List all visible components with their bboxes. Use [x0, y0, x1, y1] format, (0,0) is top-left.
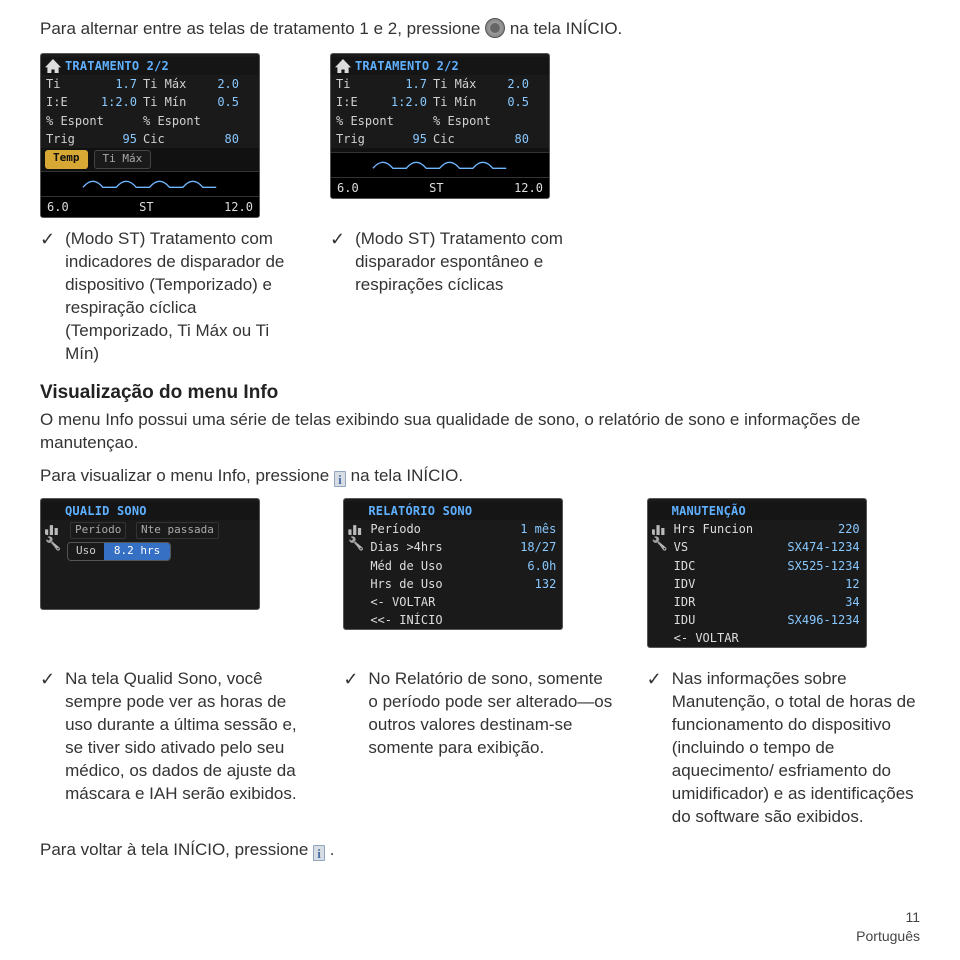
footer-val: ST — [139, 199, 153, 215]
intro-pre: Para alternar entre as telas de tratamen… — [40, 19, 485, 38]
treatment-captions: ✓ (Modo ST) Tratamento com indicadores d… — [40, 228, 920, 366]
device-row: <- VOLTAR — [344, 593, 562, 611]
manut-col: MANUTENÇÃO Hrs Funcion220VSSX474-1234IDC… — [647, 498, 920, 659]
device-row: I:E1:2.0Ti Mín0.5 — [331, 93, 549, 111]
device-row: Período1 mês — [344, 520, 562, 538]
caption-text: Nas informações sobre Manutenção, o tota… — [672, 668, 920, 829]
uso-row: Uso 8.2 hrs — [67, 542, 171, 561]
device-row: % Espont% Espont — [331, 112, 549, 130]
device-title: TRATAMENTO 2/2 — [65, 58, 169, 74]
info-icon: i — [313, 845, 325, 861]
caption-manut: ✓ Nas informações sobre Manutenção, o to… — [647, 668, 920, 829]
device-screen-right: TRATAMENTO 2/2 Ti1.7Ti Máx2.0I:E1:2.0Ti … — [330, 53, 550, 199]
device-row: Méd de Uso6.0h — [344, 557, 562, 575]
info-heading: Visualização do menu Info — [40, 380, 920, 406]
device-title: TRATAMENTO 2/2 — [355, 58, 459, 74]
device-row: IDUSX496-1234 — [648, 611, 866, 629]
check-icon: ✓ — [343, 670, 358, 690]
footer-val: 12.0 — [514, 180, 543, 196]
qualid-tabs: Período Nte passada — [41, 520, 259, 539]
device-row: Trig95Cic80 — [41, 130, 259, 148]
language-label: Português — [856, 928, 920, 944]
treat-right-col: TRATAMENTO 2/2 Ti1.7Ti Máx2.0I:E1:2.0Ti … — [330, 53, 590, 228]
device-qualid: QUALID SONO Período Nte passada Uso 8.2 … — [40, 498, 260, 610]
device-row: IDCSX525-1234 — [648, 557, 866, 575]
caption-text: (Modo ST) Tratamento com disparador espo… — [355, 228, 590, 297]
device-row: Ti1.7Ti Máx2.0 — [331, 75, 549, 93]
check-icon: ✓ — [647, 670, 662, 690]
caption-left: ✓ (Modo ST) Tratamento com indicadores d… — [40, 228, 300, 366]
device-row: Ti1.7Ti Máx2.0 — [41, 75, 259, 93]
tab: Período — [70, 522, 126, 539]
info-paragraph: O menu Info possui uma série de telas ex… — [40, 409, 920, 455]
device-manut: MANUTENÇÃO Hrs Funcion220VSSX474-1234IDC… — [647, 498, 867, 649]
back-pre: Para voltar à tela INÍCIO, pressione — [40, 840, 313, 859]
view-pre: Para visualizar o menu Info, pressione — [40, 466, 334, 485]
stats-icon — [348, 521, 364, 535]
device-row: Hrs Funcion220 — [648, 520, 866, 538]
treatment-screens-row: TRATAMENTO 2/2 Ti1.7Ti Máx2.0I:E1:2.0Ti … — [40, 53, 920, 228]
view-post: na tela INÍCIO. — [351, 466, 463, 485]
uso-value: 8.2 hrs — [104, 543, 170, 560]
info-view-line: Para visualizar o menu Info, pressione i… — [40, 465, 920, 488]
tab: Nte passada — [136, 522, 219, 539]
footer-val: ST — [429, 180, 443, 196]
wrench-icon — [348, 538, 364, 552]
device-row: IDV12 — [648, 575, 866, 593]
device-row: IDR34 — [648, 593, 866, 611]
device-row: Hrs de Uso132 — [344, 575, 562, 593]
back-line: Para voltar à tela INÍCIO, pressione i . — [40, 839, 920, 862]
device-footer: 6.0 ST 12.0 — [41, 197, 259, 217]
footer-val: 6.0 — [337, 180, 359, 196]
caption-relat: ✓ No Relatório de sono, somente o períod… — [343, 668, 616, 829]
caption-text: No Relatório de sono, somente o período … — [368, 668, 616, 760]
dial-icon — [485, 18, 505, 38]
footer-val: 12.0 — [224, 199, 253, 215]
device-row: Trig95Cic80 — [331, 130, 549, 148]
waveform — [41, 171, 259, 197]
footer-val: 6.0 — [47, 199, 69, 215]
intro-sentence: Para alternar entre as telas de tratamen… — [40, 18, 920, 41]
info-screens-row: QUALID SONO Período Nte passada Uso 8.2 … — [40, 498, 920, 659]
device-row: VSSX474-1234 — [648, 538, 866, 556]
info-captions: ✓ Na tela Qualid Sono, você sempre pode … — [40, 668, 920, 829]
wrench-icon — [45, 538, 61, 552]
device-title: RELATÓRIO SONO — [368, 503, 472, 519]
back-post: . — [330, 840, 335, 859]
caption-text: Na tela Qualid Sono, você sempre pode ve… — [65, 668, 313, 806]
caption-qualid: ✓ Na tela Qualid Sono, você sempre pode … — [40, 668, 313, 829]
stats-icon — [45, 521, 61, 535]
home-icon — [335, 59, 351, 73]
intro-post: na tela INÍCIO. — [510, 19, 622, 38]
home-icon — [45, 59, 61, 73]
caption-text: (Modo ST) Tratamento com indicadores de … — [65, 228, 300, 366]
info-icon: i — [334, 471, 346, 487]
caption-right: ✓ (Modo ST) Tratamento com disparador es… — [330, 228, 590, 366]
device-screen-left: TRATAMENTO 2/2 Ti1.7Ti Máx2.0I:E1:2.0Ti … — [40, 53, 260, 218]
device-relat: RELATÓRIO SONO Período1 mêsDias >4hrs18/… — [343, 498, 563, 630]
relat-col: RELATÓRIO SONO Período1 mêsDias >4hrs18/… — [343, 498, 616, 659]
device-footer: 6.0 ST 12.0 — [331, 178, 549, 198]
uso-label: Uso — [68, 543, 104, 560]
device-row: I:E1:2.0Ti Mín0.5 — [41, 93, 259, 111]
device-row: Dias >4hrs18/27 — [344, 538, 562, 556]
device-row: <- VOLTAR — [648, 629, 866, 647]
stats-icon — [652, 521, 668, 535]
highlight-pill: Temp — [45, 150, 88, 169]
device-title: QUALID SONO — [65, 503, 147, 519]
device-title: MANUTENÇÃO — [672, 503, 746, 519]
waveform — [331, 152, 549, 178]
device-row: <<- INÍCIO — [344, 611, 562, 629]
device-row: % Espont% Espont — [41, 112, 259, 130]
page-footer: 11 Português — [856, 908, 920, 946]
check-icon: ✓ — [40, 670, 55, 690]
qualid-col: QUALID SONO Período Nte passada Uso 8.2 … — [40, 498, 313, 659]
wrench-icon — [652, 538, 668, 552]
check-icon: ✓ — [330, 230, 345, 250]
highlight-pill: Ti Máx — [94, 150, 152, 169]
check-icon: ✓ — [40, 230, 55, 250]
treat-left-col: TRATAMENTO 2/2 Ti1.7Ti Máx2.0I:E1:2.0Ti … — [40, 53, 300, 228]
page-number: 11 — [856, 908, 920, 927]
